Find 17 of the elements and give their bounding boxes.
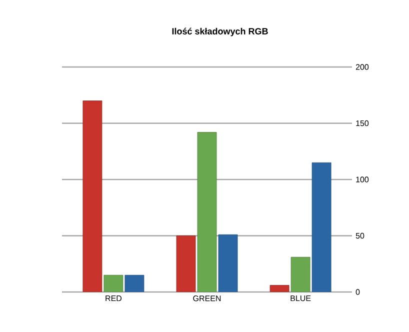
x-tick-label: BLUE [290, 296, 311, 302]
bar [124, 274, 144, 292]
y-tick-label: 0 [356, 289, 360, 295]
y-tick-label: 100 [356, 176, 369, 182]
x-tick-label: RED [106, 296, 122, 302]
bar [312, 162, 332, 292]
chart-title: Ilość składowych RGB [172, 28, 268, 36]
bar [176, 236, 196, 292]
y-tick-label: 150 [356, 120, 369, 126]
x-tick-label: GREEN [193, 296, 221, 302]
bar [104, 274, 124, 292]
y-tick-label: 200 [356, 64, 369, 70]
bar [197, 132, 217, 292]
bar [218, 234, 238, 292]
y-tick-label: 50 [356, 232, 364, 239]
bar [82, 100, 102, 292]
bar [290, 256, 310, 292]
